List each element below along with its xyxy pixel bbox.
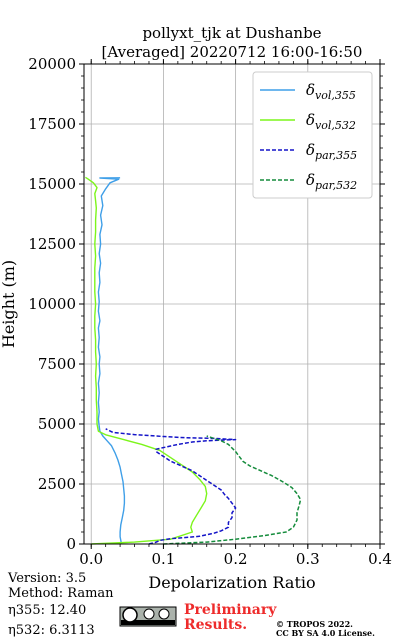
footer: Version: 3.5 Method: Raman η355: 12.40 η… xyxy=(7,571,375,638)
series-line-vol-355 xyxy=(97,177,126,545)
x-tick-label: 0.0 xyxy=(79,550,103,568)
footer-version: Version: 3.5 xyxy=(7,571,86,586)
legend-box xyxy=(252,71,373,199)
axis-ticks: 0.0 0.1 0.2 0.3 0.4 0 2500 5000 7500 10000 12500 15… xyxy=(28,55,392,568)
footer-eta355: η355: 12.40 xyxy=(8,603,86,618)
x-tick-label: 0.3 xyxy=(296,550,320,568)
copyright-line-2: CC BY SA 4.0 License. xyxy=(276,628,375,638)
copyright-line-1: © TROPOS 2022. xyxy=(276,619,353,629)
x-axis-label: Depolarization Ratio xyxy=(148,573,315,592)
preliminary-line-1: Preliminary xyxy=(184,602,277,618)
chart-title-line-2: [Averaged] 20220712 16:00-16:50 xyxy=(102,43,363,61)
y-tick-label: 7500 xyxy=(38,355,76,373)
y-axis-label: Height (m) xyxy=(0,260,18,348)
x-tick-label: 0.4 xyxy=(368,550,392,568)
footer-eta532: η532: 6.3113 xyxy=(8,623,95,638)
footer-method: Method: Raman xyxy=(8,586,114,601)
preliminary-line-2: Results. xyxy=(184,617,247,633)
chart-title-line-1: pollyxt_tjk at Dushanbe xyxy=(142,24,321,42)
series-line-vol-532 xyxy=(85,176,208,545)
y-tick-label: 12500 xyxy=(28,235,76,253)
series-line-par-355 xyxy=(105,428,237,545)
y-tick-label: 10000 xyxy=(28,295,76,313)
x-tick-label: 0.1 xyxy=(151,550,175,568)
y-tick-label: 15000 xyxy=(28,175,76,193)
x-tick-label: 0.2 xyxy=(224,550,248,568)
cc-by-sa-badge xyxy=(119,606,177,627)
y-tick-label: 5000 xyxy=(38,415,76,433)
y-tick-label: 0 xyxy=(66,535,76,553)
data-series xyxy=(85,176,302,545)
series-line-par-532 xyxy=(163,435,302,545)
y-tick-label: 20000 xyxy=(28,55,76,73)
y-tick-label: 17500 xyxy=(28,115,76,133)
y-tick-label: 2500 xyxy=(38,475,76,493)
